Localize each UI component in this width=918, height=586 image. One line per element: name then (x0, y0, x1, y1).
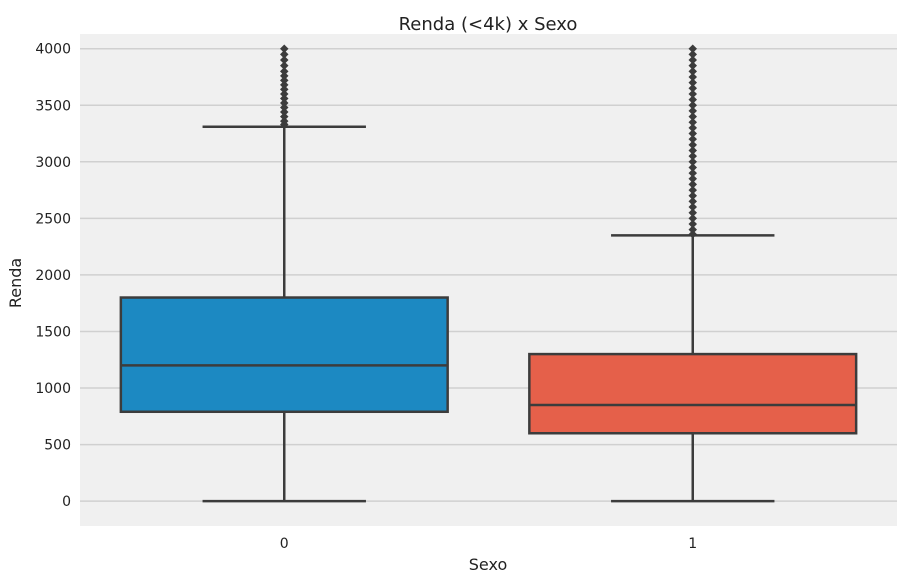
plot-area (80, 34, 897, 526)
y-tick-label: 2500 (35, 211, 71, 227)
outlier-point (280, 76, 289, 85)
boxes (119, 44, 858, 503)
y-tick-label: 2000 (35, 268, 71, 284)
y-tick-labels: 0 500 1000 1500 2000 2500 3000 3500 4000 (35, 42, 71, 510)
y-tick-label: 1000 (35, 381, 71, 397)
y-axis-label: Renda (6, 258, 25, 308)
outlier-point (280, 116, 289, 126)
box-group-0 (119, 44, 449, 503)
outlier-point (280, 44, 289, 53)
outlier-point (280, 103, 289, 112)
y-tick-label: 500 (44, 438, 71, 454)
outlier-point (280, 89, 289, 99)
y-tick-label: 3000 (35, 155, 71, 171)
outlier-point (280, 50, 289, 59)
y-tick-label: 0 (62, 494, 71, 510)
x-tick-label: 0 (280, 536, 289, 552)
outlier-point (280, 98, 289, 108)
outlier-point (280, 107, 289, 117)
box-iqr (528, 352, 858, 435)
outlier-point (280, 67, 289, 76)
outlier-point (280, 85, 289, 94)
x-tick-label: 1 (688, 536, 697, 552)
outlier-point (280, 80, 289, 90)
outlier-point (280, 94, 289, 103)
outlier-point (280, 112, 289, 121)
box-group-1 (528, 44, 858, 503)
box-iqr (119, 296, 449, 414)
x-axis-label: Sexo (469, 555, 507, 574)
y-tick-label: 3500 (35, 98, 71, 114)
outlier-point (280, 71, 289, 81)
y-tick-label: 4000 (35, 42, 71, 58)
outlier-point (280, 55, 289, 65)
y-tick-label: 1500 (35, 324, 71, 340)
chart-title: Renda (<4k) x Sexo (399, 14, 578, 35)
